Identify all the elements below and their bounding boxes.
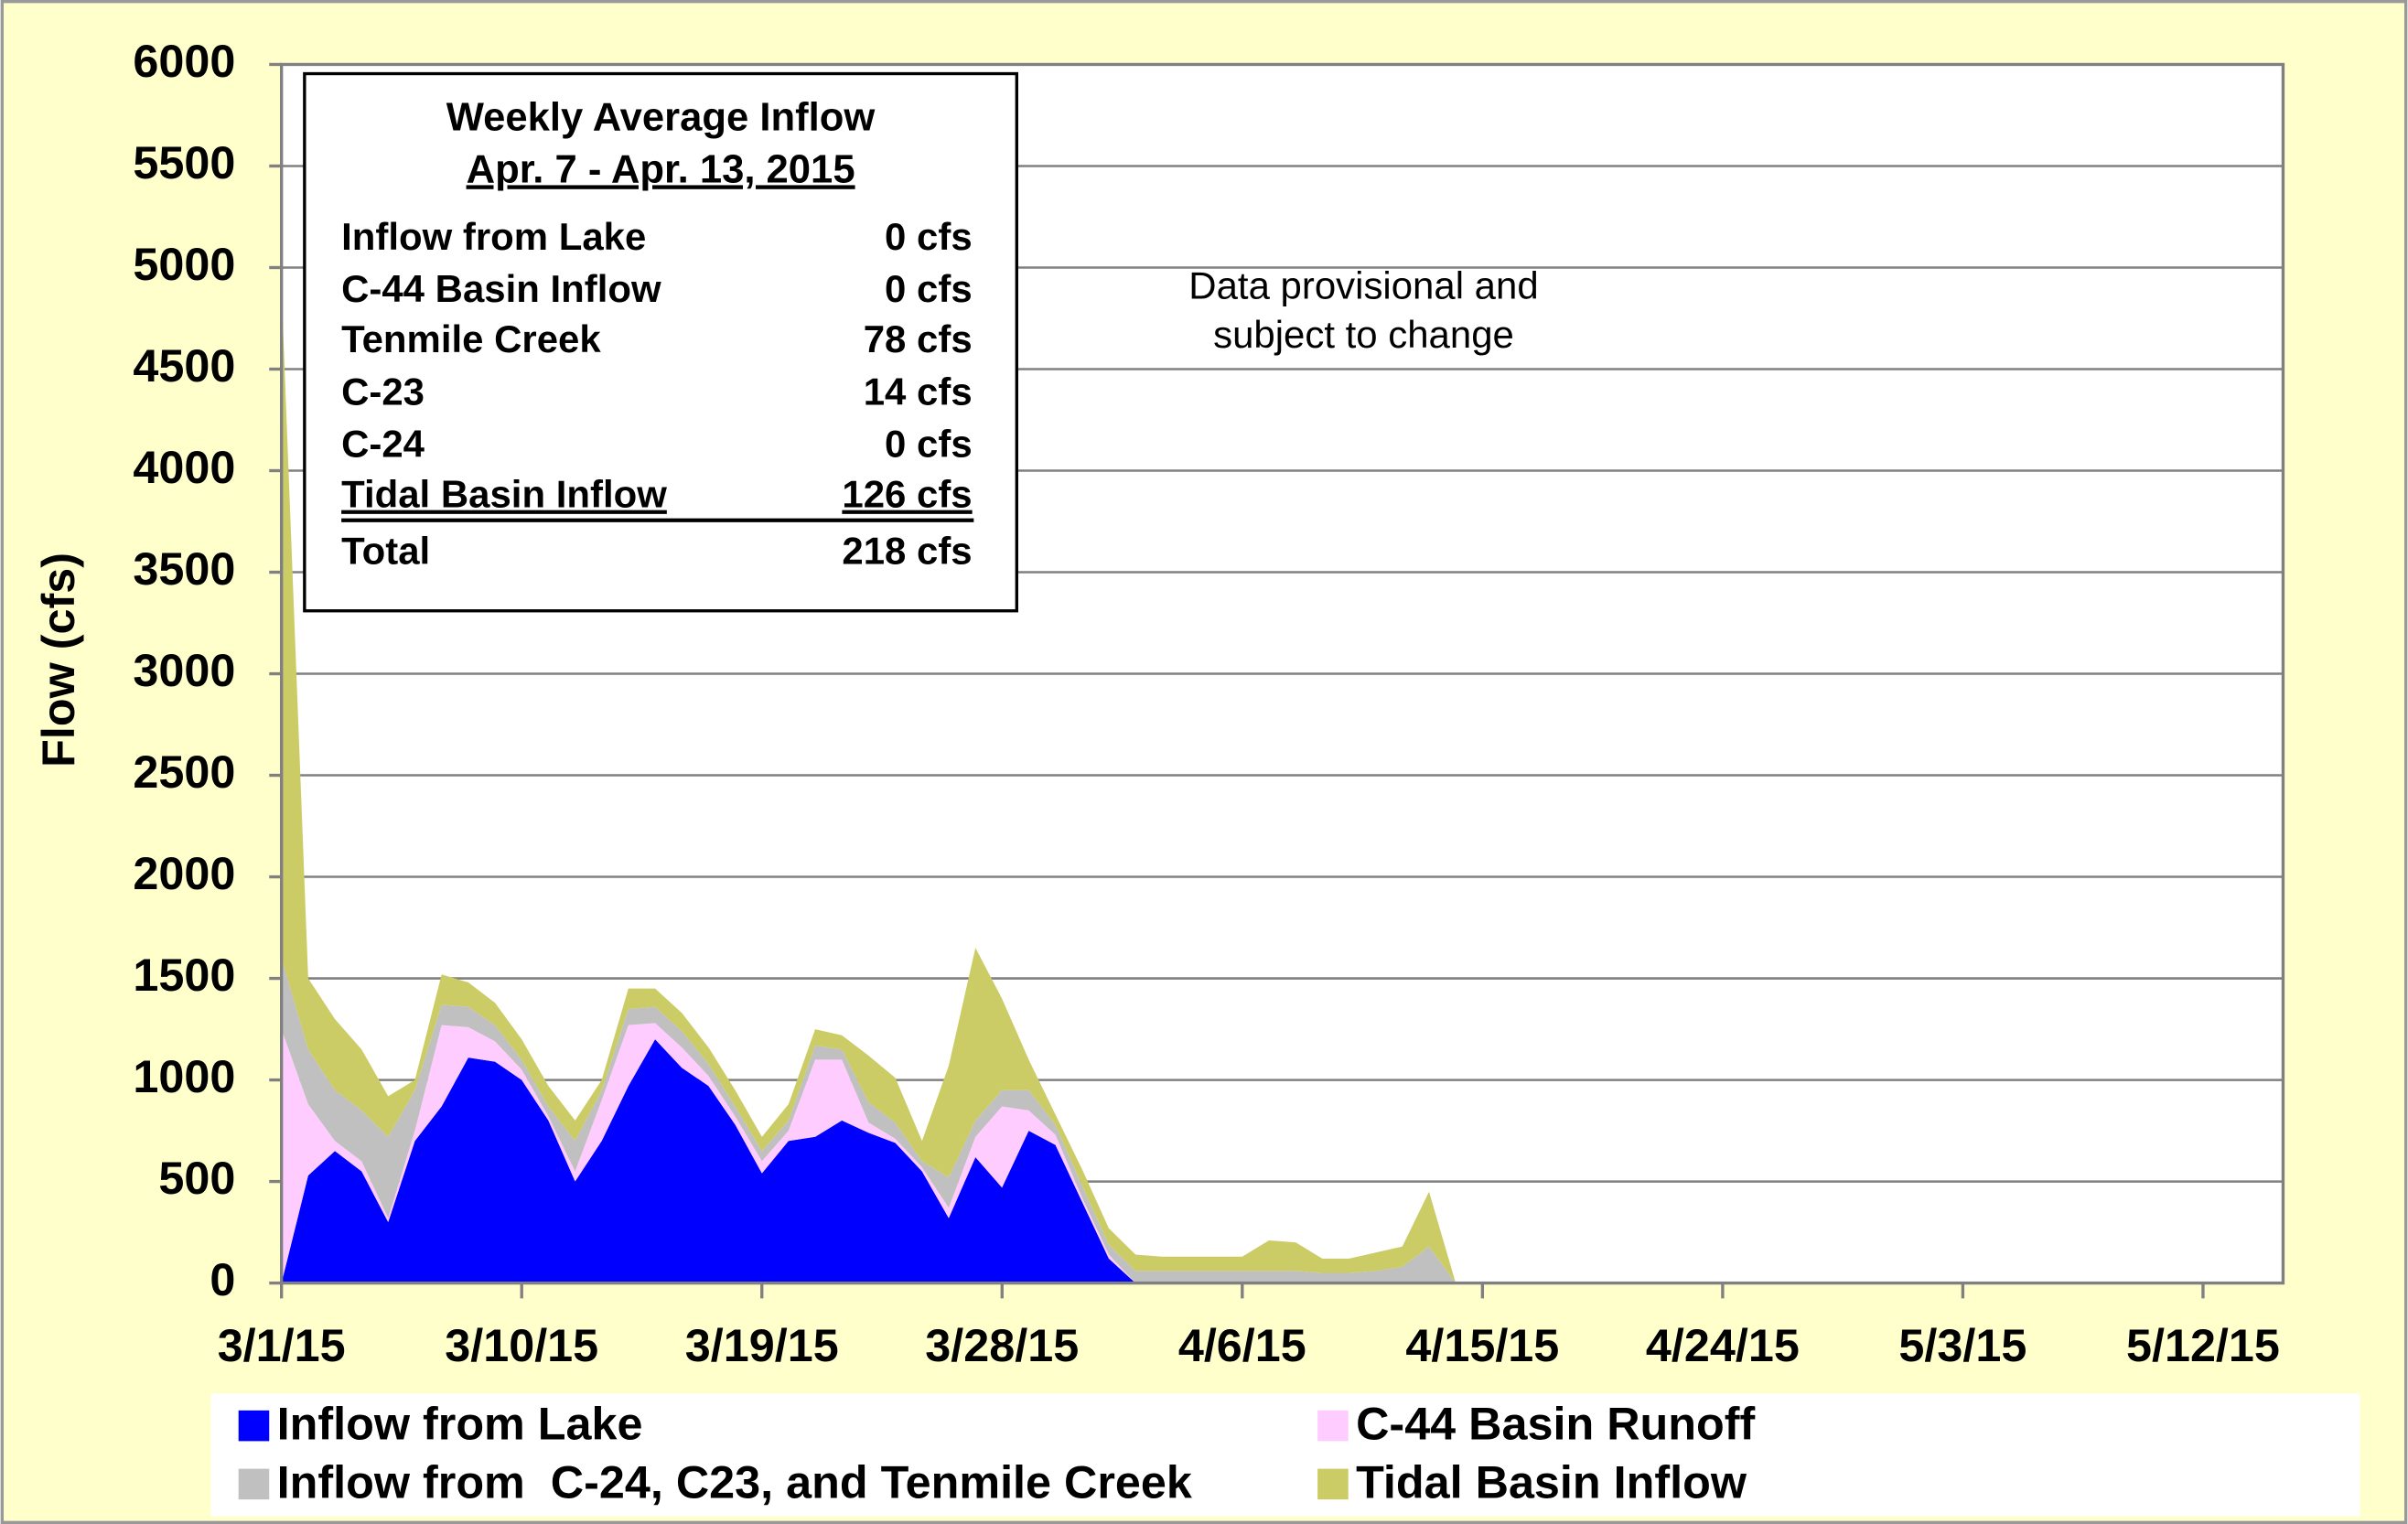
annotation: subject to change xyxy=(1213,313,1514,356)
x-tick-label: 3/19/15 xyxy=(685,1319,839,1371)
inset-label: Tenmile Creek xyxy=(341,317,601,360)
x-tick-label: 3/10/15 xyxy=(445,1319,598,1371)
y-tick-label: 0 xyxy=(210,1253,235,1305)
inset-label: Tidal Basin Inflow xyxy=(341,473,667,516)
x-tick-label: 5/12/15 xyxy=(2126,1319,2280,1371)
axes: 0 500 1000 1500 2000 2500 3000 3500 4000 4500 5000… xyxy=(133,35,2280,1371)
x-tick-label: 4/24/15 xyxy=(1646,1319,1800,1371)
inset-value: 14 cfs xyxy=(864,370,973,413)
y-tick-label: 3000 xyxy=(133,644,235,696)
y-tick-label: 6000 xyxy=(133,35,235,87)
inset-rows: Inflow from Lake 0 cfs C-44 Basin Inflow 0 … xyxy=(341,215,973,573)
legend-label: Inflow from C-24, C23, and Tenmile Creek xyxy=(277,1455,1193,1508)
area xyxy=(281,1039,1457,1283)
inset-value: 126 cfs xyxy=(842,473,972,516)
y-tick-label: 5000 xyxy=(133,238,235,290)
area xyxy=(281,287,1457,1283)
inset-total-value: 218 cfs xyxy=(842,530,972,573)
x-tick-label: 3/1/15 xyxy=(218,1319,346,1371)
x-tick-label: 4/6/15 xyxy=(1178,1319,1306,1371)
areas xyxy=(281,287,1457,1283)
area xyxy=(281,958,1457,1283)
inset-value: 0 cfs xyxy=(885,215,973,258)
x-tick-label: 3/28/15 xyxy=(925,1319,1079,1371)
inset-value: 78 cfs xyxy=(864,317,973,360)
y-tick-label: 2500 xyxy=(133,746,235,798)
inset-value: 0 cfs xyxy=(885,422,973,465)
y-tick-label: 500 xyxy=(158,1152,235,1204)
y-tick-label: 4000 xyxy=(133,441,235,493)
inset-title: Weekly Average Inflow xyxy=(446,95,876,139)
legend-label: C-44 Basin Runoff xyxy=(1356,1398,1755,1450)
legend-swatch xyxy=(238,1468,270,1500)
legend-box xyxy=(210,1393,2360,1517)
y-tick-label: 1500 xyxy=(133,949,235,1001)
annotation: Data provisional and xyxy=(1188,263,1538,306)
legend-swatch xyxy=(238,1410,270,1442)
y-tick-label: 2000 xyxy=(133,847,235,899)
inset-label: Inflow from Lake xyxy=(341,215,646,258)
legend-swatch xyxy=(1317,1410,1349,1442)
legend-swatch xyxy=(1317,1468,1349,1500)
inset-label: C-24 xyxy=(341,422,425,465)
inset-value: 0 cfs xyxy=(885,267,973,310)
legend: Inflow from Lake C-44 Basin Runoff Inflow … xyxy=(238,1398,1756,1508)
y-tick-label: 5500 xyxy=(133,136,235,188)
legend-label: Tidal Basin Inflow xyxy=(1356,1455,1747,1508)
y-tick-label: 4500 xyxy=(133,339,235,392)
inset-label: C-44 Basin Inflow xyxy=(341,267,661,310)
y-axis-label: Flow (cfs) xyxy=(32,553,84,767)
x-tick-label: 5/3/15 xyxy=(1898,1319,2026,1371)
x-tick-label: 4/15/15 xyxy=(1405,1319,1559,1371)
inset-total-label: Total xyxy=(341,530,430,573)
y-tick-label: 1000 xyxy=(133,1050,235,1102)
legend-label: Inflow from Lake xyxy=(277,1398,643,1450)
inset-label: C-23 xyxy=(341,370,425,413)
inset-subtitle: Apr. 7 - Apr. 13, 2015 xyxy=(467,147,855,191)
y-tick-label: 3500 xyxy=(133,542,235,595)
